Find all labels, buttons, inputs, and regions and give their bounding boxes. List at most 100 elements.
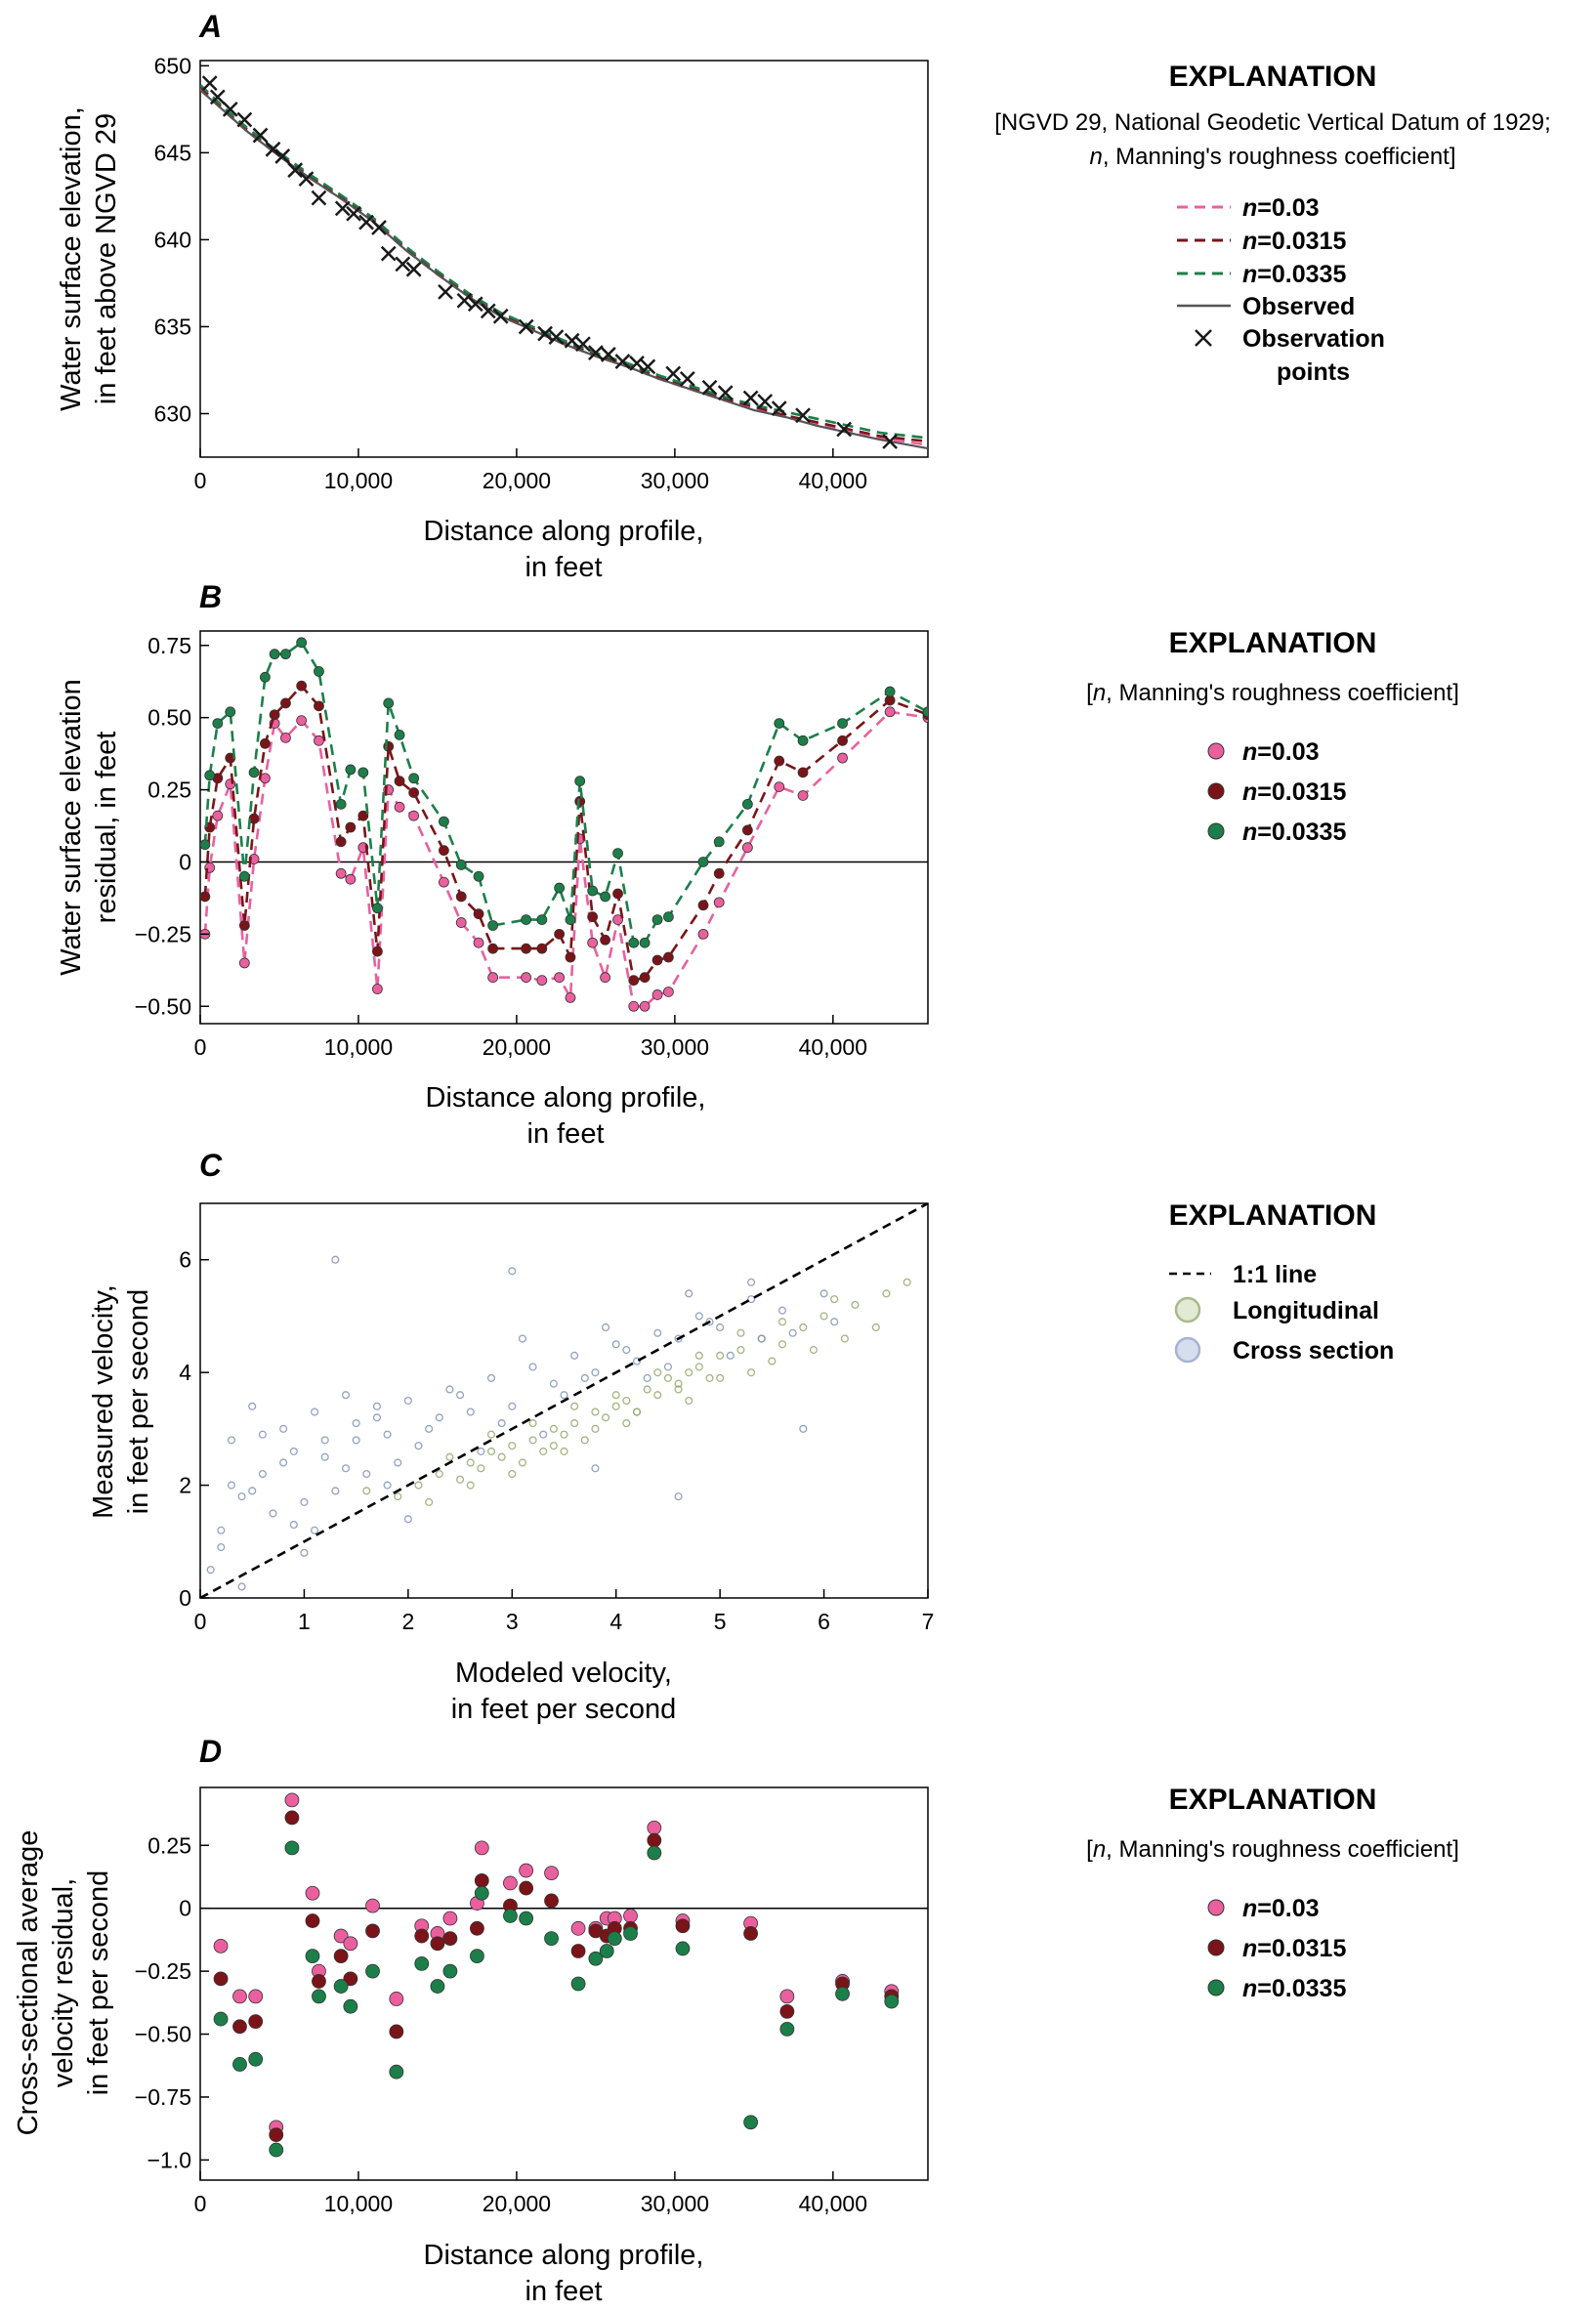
observation-point bbox=[358, 214, 374, 231]
point-n-0-0335 bbox=[628, 937, 640, 948]
point-n-0-0315 bbox=[269, 709, 280, 721]
panel-c-letter: C bbox=[199, 1148, 223, 1183]
point-n-0-0335 bbox=[383, 697, 395, 709]
point-n-0-03 bbox=[335, 867, 347, 879]
observation-point bbox=[380, 245, 397, 262]
point-n-0-0335 bbox=[212, 718, 224, 729]
panel-b-ytick-label: 0 bbox=[179, 849, 191, 874]
point-n-0-0315 bbox=[312, 1974, 326, 1989]
panel-a: A 0 10,000 20,000 30,000 40,000 630 635 640 645 6… bbox=[56, 9, 1551, 583]
point-n-0-0335 bbox=[623, 1926, 638, 1941]
point-longitudinal bbox=[486, 1447, 496, 1455]
series-line-n-0-0315 bbox=[203, 684, 928, 983]
point-n-0-0335 bbox=[884, 686, 896, 697]
point-n-0-0335 bbox=[647, 1845, 662, 1861]
point-cross-section bbox=[248, 1487, 257, 1495]
panel-b-xlabel-line2: in feet bbox=[527, 1118, 605, 1150]
point-n-0-03 bbox=[884, 706, 896, 718]
point-n-0-0335 bbox=[204, 770, 216, 781]
observation-point bbox=[209, 89, 226, 105]
point-longitudinal bbox=[643, 1385, 651, 1394]
point-cross-section bbox=[341, 1464, 351, 1473]
point-n-0-0335 bbox=[588, 1951, 604, 1966]
point-cross-section bbox=[435, 1413, 443, 1422]
point-n-0-0335 bbox=[389, 2064, 404, 2080]
point-cross-section bbox=[320, 1452, 329, 1461]
legend-a-n00315-value: =0.0315 bbox=[1257, 228, 1346, 255]
point-n-0-0335 bbox=[248, 767, 260, 778]
panel-c: C 0 1 2 3 4 5 6 7 0 2 4 6 Measured velocity, in fee… bbox=[88, 1148, 1394, 1725]
point-n-0-03 bbox=[408, 810, 420, 821]
legend-b-n003-value: =0.03 bbox=[1257, 738, 1319, 766]
panel-d-xtick-label: 40,000 bbox=[799, 2191, 867, 2216]
point-longitudinal bbox=[528, 1436, 537, 1445]
point-n-0-0315 bbox=[544, 1893, 559, 1909]
point-n-0-03 bbox=[587, 937, 599, 948]
point-n-0-0335 bbox=[238, 870, 250, 882]
point-n-0-0315 bbox=[343, 1971, 358, 1987]
point-cross-section bbox=[830, 1318, 839, 1326]
point-longitudinal bbox=[425, 1497, 434, 1506]
point-n-0-0335 bbox=[697, 857, 709, 867]
series-line-n-0-0335 bbox=[203, 640, 928, 945]
point-cross-section bbox=[560, 1391, 568, 1400]
observation-point bbox=[456, 292, 473, 309]
panel-d-ytick-label: −1.0 bbox=[147, 2147, 191, 2172]
panel-c-marks bbox=[200, 1203, 928, 1598]
legend-c-longitudinal-label: Longitudinal bbox=[1233, 1297, 1379, 1324]
panel-c-xtick-label: 5 bbox=[714, 1609, 727, 1634]
point-cross-section bbox=[352, 1436, 360, 1445]
point-cross-section bbox=[227, 1481, 235, 1490]
point-longitudinal bbox=[809, 1346, 818, 1355]
point-n-0-0335 bbox=[599, 1944, 614, 1958]
observation-point bbox=[334, 200, 351, 217]
point-n-0-03 bbox=[628, 1000, 640, 1012]
legend-b-n00335-sym: n bbox=[1242, 819, 1257, 846]
legend-d-n003-label: n=0.03 bbox=[1242, 1895, 1320, 1922]
point-longitudinal bbox=[549, 1424, 558, 1433]
point-cross-section bbox=[685, 1289, 693, 1298]
point-n-0-0315 bbox=[521, 943, 532, 954]
panel-c-ytick-label: 2 bbox=[179, 1473, 191, 1498]
observation-point bbox=[274, 148, 291, 164]
point-n-0-03 bbox=[389, 1992, 404, 2006]
observation-point bbox=[742, 390, 759, 406]
panel-c-xlabel-line2: in feet per second bbox=[451, 1694, 677, 1725]
point-longitudinal bbox=[394, 1492, 402, 1501]
legend-a-observed-label: Observed bbox=[1242, 293, 1355, 320]
point-n-0-0315 bbox=[470, 1920, 484, 1936]
legend-b-n00335-swatch bbox=[1207, 822, 1225, 840]
legend-b-n003-swatch bbox=[1207, 742, 1225, 760]
point-n-0-0335 bbox=[474, 1885, 489, 1901]
point-longitudinal bbox=[591, 1424, 600, 1433]
point-n-0-0335 bbox=[612, 848, 623, 860]
point-cross-section bbox=[777, 1306, 787, 1315]
point-n-0-0315 bbox=[779, 2003, 795, 2019]
point-n-0-03 bbox=[639, 1000, 651, 1012]
panel-d-explanation-title: EXPLANATION bbox=[1169, 1784, 1377, 1816]
point-n-0-0335 bbox=[639, 937, 651, 948]
point-cross-section bbox=[705, 1318, 714, 1326]
point-n-0-0335 bbox=[473, 870, 484, 882]
one-to-one-line bbox=[200, 1203, 928, 1598]
point-n-0-0315 bbox=[662, 951, 674, 963]
observation-point bbox=[717, 385, 734, 400]
panel-a-note-n: n bbox=[1089, 144, 1102, 170]
point-n-0-03 bbox=[570, 1920, 586, 1936]
point-n-0-03 bbox=[225, 778, 236, 790]
legend-c-longitudinal-swatch bbox=[1174, 1296, 1201, 1324]
panel-a-xlabel-line2: in feet bbox=[525, 552, 603, 583]
panel-d-explanation-note: [n, Manning's roughness coefficient] bbox=[1086, 1836, 1459, 1863]
point-n-0-0315 bbox=[408, 787, 420, 798]
point-cross-section bbox=[632, 1357, 642, 1366]
point-longitudinal bbox=[851, 1300, 860, 1309]
point-n-0-0315 bbox=[519, 1880, 534, 1896]
point-longitudinal bbox=[508, 1469, 517, 1479]
point-cross-section bbox=[788, 1328, 797, 1337]
point-cross-section bbox=[352, 1419, 360, 1428]
point-n-0-03 bbox=[439, 876, 449, 888]
legend-b-n003-sym: n bbox=[1242, 738, 1257, 766]
point-longitudinal bbox=[414, 1481, 423, 1490]
point-n-0-0315 bbox=[554, 928, 566, 940]
panel-b-xtick-label: 30,000 bbox=[641, 1034, 709, 1060]
